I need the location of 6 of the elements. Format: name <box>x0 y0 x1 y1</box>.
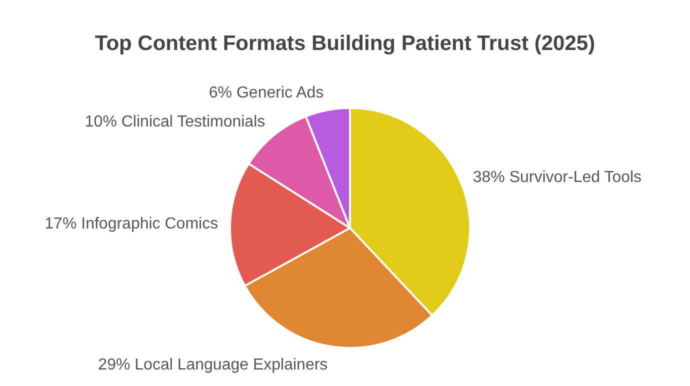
slice-label: 6% Generic Ads <box>208 84 324 102</box>
chart-title: Top Content Formats Building Patient Trust (2025) <box>94 32 596 55</box>
slice-label: 38% Survivor-Led Tools <box>472 169 642 186</box>
slice-label: 29% Local Language Explainers <box>98 356 328 374</box>
slice-label: 17% Infographic Comics <box>44 216 218 233</box>
slice-label: 10% Clinical Testimonials <box>84 114 266 131</box>
